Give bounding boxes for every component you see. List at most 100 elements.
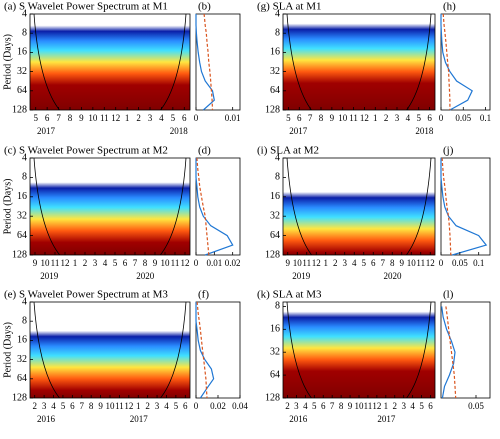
x-tick-label: 11 — [302, 258, 311, 268]
y-tick-label: 8 — [275, 172, 280, 183]
x-tick-label: 9 — [98, 401, 103, 411]
x-tick-label: 6 — [321, 401, 326, 411]
x-tick-label: 10 — [338, 113, 348, 123]
year-label: 2018 — [170, 126, 189, 136]
x-tick-label: 3 — [294, 401, 299, 411]
y-tick-label: 128 — [12, 104, 27, 115]
year-label: 2017 — [289, 126, 308, 136]
x-tick-label: 3 — [93, 258, 98, 268]
x-tick-label: 0 — [439, 258, 444, 268]
y-tick-label: 128 — [265, 104, 280, 115]
x-tick-label: 5 — [61, 401, 66, 411]
y-tick-label: 4 — [22, 296, 27, 307]
x-tick-label: 5 — [312, 401, 317, 411]
x-tick-label: 4 — [159, 113, 164, 123]
y-tick-label: 16 — [270, 324, 280, 335]
x-tick-label: 7 — [56, 113, 61, 123]
plot-frame — [195, 301, 241, 399]
x-tick-label: 12 — [360, 113, 369, 123]
x-tick-label: 1 — [125, 113, 130, 123]
x-tick-label: 10 — [293, 258, 303, 268]
power-line — [196, 157, 210, 256]
y-axis-label: Period (Days) — [2, 179, 13, 235]
plot-frame — [440, 13, 491, 111]
cone-of-influence — [33, 158, 187, 255]
cone-of-influence — [286, 158, 432, 255]
x-tick-label: 0 — [194, 113, 199, 123]
x-tick-label: 8 — [390, 258, 395, 268]
x-tick-label: 12 — [111, 113, 120, 123]
power-line — [440, 158, 488, 256]
y-tick-label: 32 — [270, 347, 280, 358]
x-tick-label: 5 — [362, 258, 367, 268]
x-tick-label: 2 — [333, 258, 338, 268]
x-tick-label: 0 — [194, 401, 199, 411]
x-tick-label: 2 — [393, 401, 398, 411]
plot-frame — [440, 301, 491, 399]
x-tick-label: 6 — [70, 401, 75, 411]
x-tick-label: 10 — [355, 401, 365, 411]
y-axis-label: Period (Days) — [2, 34, 13, 90]
x-tick-label: 6 — [123, 258, 128, 268]
x-tick-label: 3 — [42, 401, 47, 411]
plot-frame — [282, 13, 436, 111]
x-tick-label: 0.02 — [225, 258, 241, 268]
panel-title: (b) — [198, 1, 211, 13]
x-tick-label: 12 — [124, 401, 133, 411]
y-tick-label: 64 — [270, 230, 280, 241]
power-line — [203, 13, 214, 111]
year-label: 2020 — [383, 271, 402, 281]
year-label: 2019 — [40, 271, 59, 281]
x-tick-label: 2 — [136, 113, 141, 123]
x-tick-label: 12 — [426, 258, 435, 268]
x-tick-label: 4 — [51, 401, 56, 411]
x-tick-label: 0.05 — [455, 113, 471, 123]
power-line — [195, 158, 234, 256]
x-tick-label: 6 — [371, 258, 376, 268]
year-label: 2018 — [415, 126, 434, 136]
x-tick-label: 0.02 — [210, 401, 226, 411]
y-tick-label: 32 — [17, 354, 27, 365]
x-tick-label: 5 — [416, 113, 421, 123]
panel-title: (a) S Wavelet Power Spectrum at M1 — [4, 1, 168, 13]
plot-frame — [195, 13, 241, 111]
x-tick-label: 10 — [407, 258, 417, 268]
x-tick-label: 5 — [171, 113, 176, 123]
year-label: 2020 — [136, 271, 155, 281]
power-line — [442, 13, 451, 110]
x-tick-label: 1 — [324, 258, 329, 268]
panel-title: (f) — [198, 289, 209, 301]
x-tick-label: 6 — [182, 113, 187, 123]
panel-title: (d) — [198, 145, 211, 157]
x-tick-label: 4 — [103, 258, 108, 268]
x-tick-label: 10 — [106, 401, 116, 411]
x-tick-label: 12 — [181, 258, 190, 268]
x-tick-label: 10 — [41, 258, 51, 268]
x-tick-label: 4 — [410, 401, 415, 411]
x-tick-label: 5 — [286, 113, 291, 123]
y-tick-label: 16 — [17, 191, 27, 202]
x-tick-label: 7 — [133, 258, 138, 268]
x-tick-label: 6 — [297, 113, 302, 123]
x-tick-label: 8 — [339, 401, 344, 411]
x-tick-label: 6 — [428, 401, 433, 411]
y-tick-label: 4 — [275, 152, 280, 163]
x-tick-label: 0 — [194, 258, 199, 268]
x-tick-label: 8 — [89, 401, 94, 411]
y-tick-label: 16 — [17, 47, 27, 58]
x-tick-label: 10 — [161, 258, 171, 268]
y-tick-label: 4 — [275, 8, 280, 19]
y-tick-label: 64 — [270, 369, 280, 380]
x-tick-label: 3 — [148, 113, 153, 123]
y-tick-label: 64 — [270, 85, 280, 96]
x-tick-label: 9 — [286, 258, 291, 268]
x-tick-label: 1 — [384, 401, 389, 411]
x-tick-label: 0.05 — [468, 401, 484, 411]
y-tick-label: 4 — [22, 8, 27, 19]
y-tick-label: 64 — [17, 230, 27, 241]
year-label: 2019 — [292, 271, 311, 281]
x-tick-label: 12 — [312, 258, 321, 268]
panel-title: (g) SLA at M1 — [257, 1, 321, 13]
x-tick-label: 4 — [352, 258, 357, 268]
